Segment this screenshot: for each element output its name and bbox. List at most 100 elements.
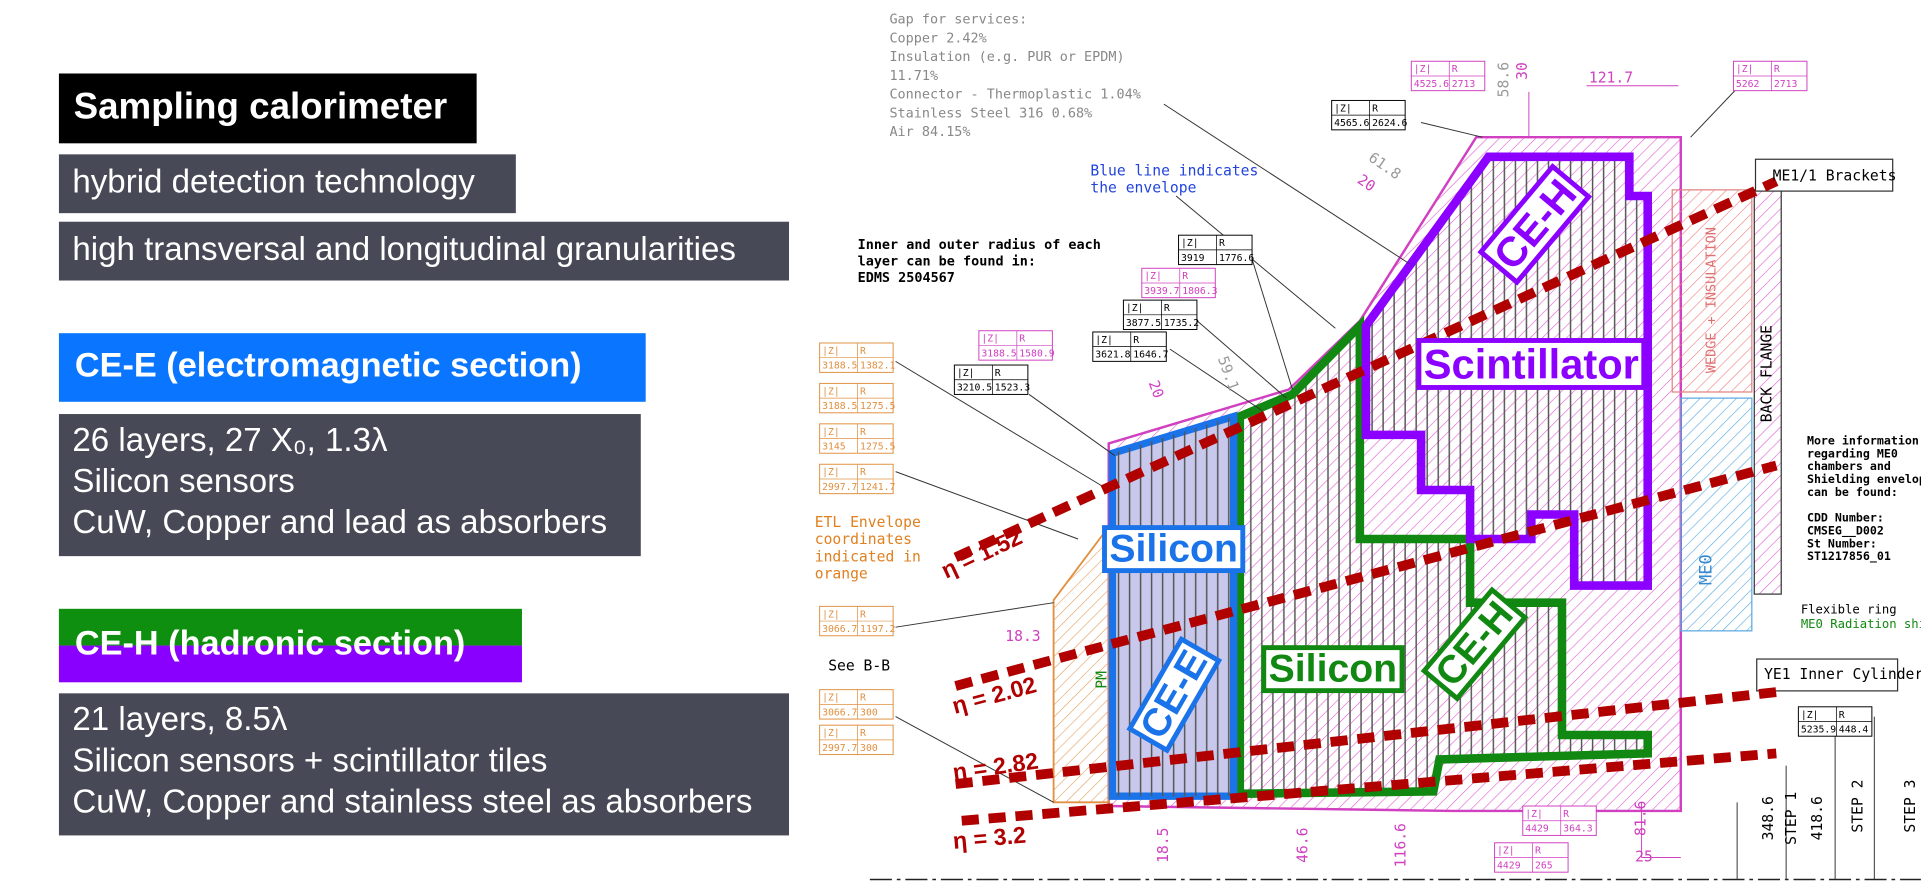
more-info: Shielding envelopes [1807,472,1921,486]
zr-value: 265 [1535,860,1553,871]
section-title: CE-E (electromagnetic section) [75,347,582,385]
services-note: Connector - Thermoplastic 1.04% [889,87,1140,103]
zr-header: |Z| [957,368,975,379]
feature-box [58,221,790,281]
zr-header: |Z| [822,427,840,438]
zr-value: 1241.7 [860,482,895,493]
zr-header: |Z| [981,334,999,345]
blue-note: Blue line indicates [1090,162,1258,179]
zr-value: 3145 [822,442,846,453]
zr-value: 1523.3 [995,383,1030,394]
section-detail: Silicon sensors [72,463,294,500]
zr-value: 1275.5 [860,442,895,453]
dimension: 81.6 [1633,801,1650,836]
services-note: 11.71% [889,68,938,84]
side-label: Flexible ring [1801,603,1897,617]
side-label: ME0 [1697,554,1717,585]
zr-header: |Z| [822,728,840,739]
zr-value: 3066.7 [822,624,857,635]
zr-header: |Z| [1334,103,1352,114]
region-label: Scintillator [1424,340,1639,387]
services-note: Stainless Steel 316 0.68% [889,105,1092,121]
zr-header: R [860,728,866,739]
more-info: More information [1807,433,1919,447]
zr-value: 4429 [1497,860,1521,871]
zr-box: |Z| R 4429 265 [1494,842,1569,873]
zr-value: 4429 [1525,824,1549,835]
zr-value: 1806.3 [1182,286,1217,297]
zr-header: R [1452,64,1458,75]
zr-value: 3877.5 [1126,318,1161,329]
more-info: regarding ME0 [1807,446,1898,460]
feature-text: hybrid detection technology [72,163,475,200]
section-details-box [58,693,790,836]
side-label: ME1/1 Brackets [1773,167,1897,184]
zr-value: 1197.2 [860,624,895,635]
radius-note: EDMS 2504567 [858,270,955,286]
zr-box: |Z| R 3919 1776.6 [1178,234,1254,266]
region-label-box [1102,525,1246,574]
services-note: Air 84.15% [889,124,970,140]
more-info: St Number: [1807,536,1877,550]
section-detail: 26 layers, 27 X₀, 1.3λ [72,422,388,459]
title-box [58,73,477,144]
etl-note: ETL Envelope [815,514,921,531]
etl-note: orange [815,566,868,583]
region-label-box [1477,163,1593,286]
zr-header: R [860,427,866,438]
zr-header: R [1535,846,1541,857]
more-info: chambers and [1807,459,1891,473]
zr-box: |Z| R 5262 2713 [1732,60,1808,92]
zr-header: |Z| [822,346,840,357]
zr-value: 364.3 [1563,824,1593,835]
side-label: ME0 Radiation shield envelope [1801,617,1921,631]
zr-value: 448.4 [1839,724,1869,735]
wedge-insulation [1671,189,1753,393]
feature-box [58,154,516,214]
zr-value: 4525.6 [1414,79,1449,90]
zr-header: R [1019,334,1025,345]
zr-header: R [860,693,866,704]
zr-value: 3188.5 [822,361,857,372]
zr-value: 4565.6 [1334,118,1369,129]
leader-lines [895,85,1875,880]
zr-header: |Z| [822,467,840,478]
section-title-box [58,333,646,402]
side-label: See B-B [828,657,890,674]
title: Sampling calorimeter [74,86,448,127]
eta-lines [953,176,1779,826]
dimension: 30 [1514,62,1531,80]
zr-header: R [1563,809,1569,820]
dimension: 59.1 [1214,354,1242,393]
section-details-box [58,414,641,557]
zr-value: 1735.2 [1164,318,1199,329]
zr-header: R [1133,335,1139,346]
region-label: Silicon [1109,528,1237,571]
dimension: 20 [1354,171,1378,195]
dimension: 348.6 [1760,796,1777,840]
services-note: Copper 2.42% [889,30,986,46]
brackets-box [1754,158,1894,192]
zr-header: R [1839,710,1845,721]
etl-envelope [1052,523,1110,804]
more-info: can be found: [1807,485,1898,499]
zr-header: R [860,609,866,620]
blue-note: the envelope [1090,180,1196,197]
region-label-group: Scintillator [1416,338,1647,390]
zr-value: 2997.7 [822,482,857,493]
services-note: Insulation (e.g. PUR or EPDM) [889,49,1124,65]
dimension: 20 [1145,378,1167,400]
zr-header: |Z| [1144,271,1162,282]
zr-value: 300 [860,743,878,754]
feature-text: high transversal and longitudinal granul… [72,231,736,268]
zr-value: 3621.8 [1095,350,1130,361]
more-info: ST1217856_01 [1807,549,1891,564]
zr-value: 3919 [1181,253,1205,264]
zr-header: R [1774,64,1780,75]
zr-value: 5235.9 [1801,724,1836,735]
